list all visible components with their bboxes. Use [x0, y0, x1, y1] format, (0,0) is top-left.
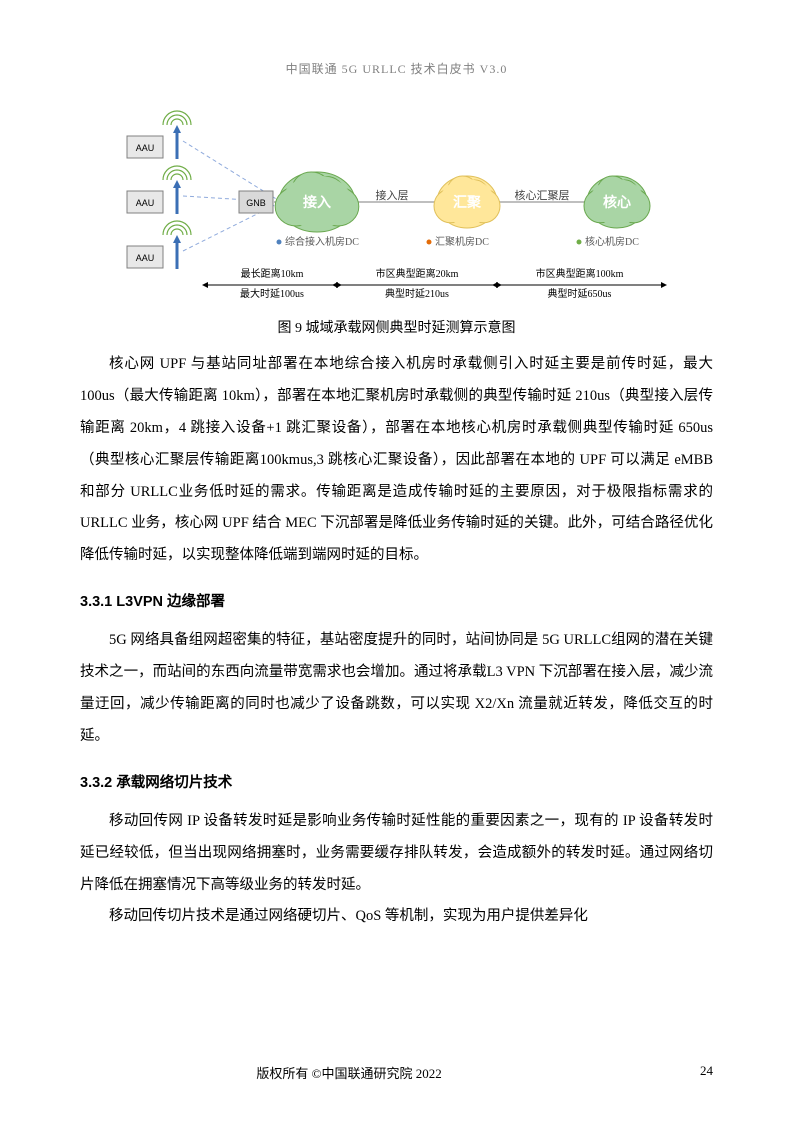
svg-text:典型时延650us: 典型时延650us [547, 287, 611, 300]
svg-text:最大时延100us: 最大时延100us [240, 287, 304, 300]
svg-text:AAU: AAU [135, 253, 154, 263]
paragraph-1: 核心网 UPF 与基站同址部署在本地综合接入机房时承载侧引入时延主要是前传时延，… [80, 349, 713, 572]
svg-text:市区典型距离20km: 市区典型距离20km [375, 267, 458, 280]
page-header: 中国联通 5G URLLC 技术白皮书 V3.0 [80, 60, 713, 77]
svg-text:典型时延210us: 典型时延210us [385, 287, 449, 300]
network-diagram: AAU AAU AAU GNB 接入综合接入机房DC 汇聚汇聚机房DC 核心核心机房DC 接入… [80, 107, 713, 307]
svg-text:汇聚机房DC: 汇聚机房DC [435, 235, 489, 248]
footer-copyright: 版权所有 ©中国联通研究院 2022 [80, 1063, 618, 1082]
svg-text:接入层: 接入层 [375, 189, 408, 202]
section-2-body-2: 移动回传切片技术是通过网络硬切片、QoS 等机制，实现为用户提供差异化 [80, 901, 713, 933]
svg-text:AAU: AAU [135, 198, 154, 208]
svg-text:汇聚: 汇聚 [453, 195, 482, 211]
svg-text:AAU: AAU [135, 143, 154, 153]
page-footer: 版权所有 ©中国联通研究院 2022 24 [80, 1063, 713, 1082]
svg-text:核心汇聚层: 核心汇聚层 [514, 188, 569, 202]
section-2-body-1: 移动回传网 IP 设备转发时延是影响业务传输时延性能的重要因素之一，现有的 IP… [80, 806, 713, 902]
svg-text:综合接入机房DC: 综合接入机房DC [285, 235, 359, 248]
figure-caption: 图 9 城域承载网侧典型时延测算示意图 [80, 317, 713, 337]
svg-text:GNB: GNB [246, 198, 266, 208]
svg-text:核心: 核心 [603, 194, 631, 211]
diagram-svg: AAU AAU AAU GNB 接入综合接入机房DC 汇聚汇聚机房DC 核心核心机房DC 接入… [107, 107, 687, 307]
svg-text:最长距离10km: 最长距离10km [240, 267, 303, 280]
svg-text:市区典型距离100km: 市区典型距离100km [535, 267, 623, 280]
section-heading-2: 3.3.2 承载网络切片技术 [80, 771, 713, 792]
section-1-body: 5G 网络具备组网超密集的特征，基站密度提升的同时，站间协同是 5G URLLC… [80, 625, 713, 753]
footer-page-number: 24 [700, 1063, 713, 1079]
svg-text:接入: 接入 [303, 194, 331, 211]
svg-text:核心机房DC: 核心机房DC [585, 235, 639, 248]
section-heading-1: 3.3.1 L3VPN 边缘部署 [80, 590, 713, 611]
header-title: 中国联通 5G URLLC 技术白皮书 V3.0 [286, 62, 508, 76]
